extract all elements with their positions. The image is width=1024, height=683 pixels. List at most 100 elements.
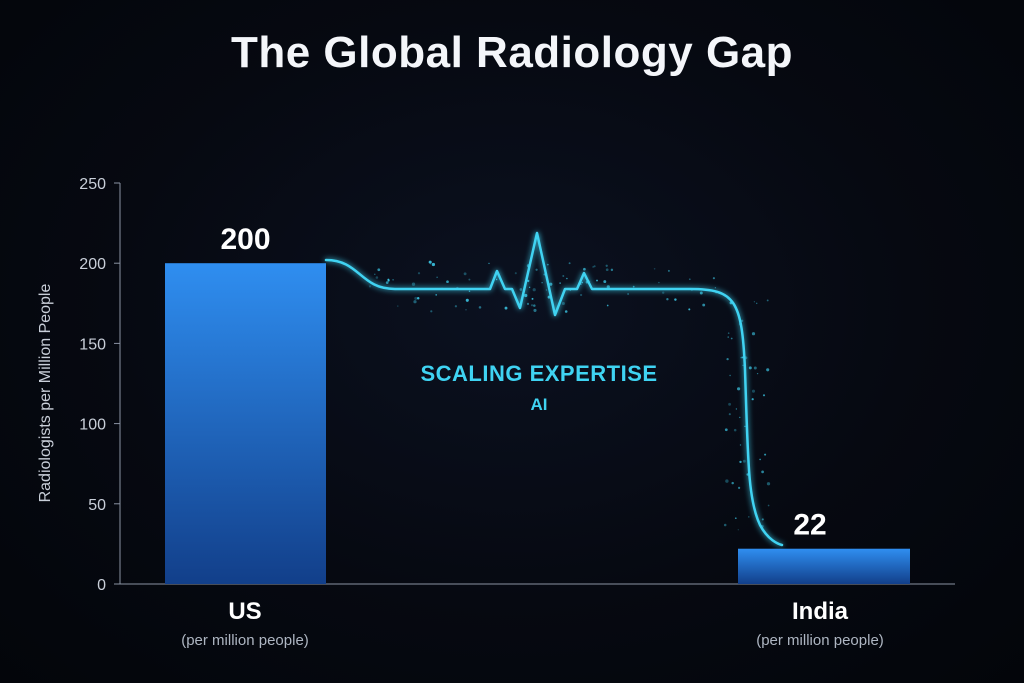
sparkle-dot xyxy=(504,306,508,310)
sparkle-dot xyxy=(605,264,608,267)
sparkle-dot xyxy=(610,268,614,272)
sparkle-dot xyxy=(592,266,594,268)
sparkle-dot xyxy=(526,302,530,305)
sparkle-dot xyxy=(446,280,449,284)
sparkle-dot xyxy=(375,276,379,279)
sparkle-dot xyxy=(581,281,584,284)
sparkle-dot xyxy=(702,303,706,307)
sparkle-dot xyxy=(463,272,467,276)
sparkle-dot xyxy=(667,269,670,272)
sparkle-dot xyxy=(751,332,756,336)
sparkle-dot xyxy=(593,265,596,268)
sparkle-dot xyxy=(751,398,754,401)
sparkle-dot xyxy=(585,280,589,284)
sparkle-dot xyxy=(441,287,443,290)
sparkle-dot xyxy=(740,319,744,322)
sparkle-dot xyxy=(397,305,399,307)
sparkle-dot xyxy=(526,264,531,268)
sparkle-dot xyxy=(767,504,770,507)
sparkle-dot xyxy=(748,366,752,370)
sparkle-dot xyxy=(465,298,469,302)
sparkle-dot xyxy=(666,298,669,301)
sparkle-dot xyxy=(519,288,523,291)
sparkle-dot xyxy=(740,356,743,359)
sparkle-dot xyxy=(468,278,471,281)
sparkle-dot xyxy=(580,283,582,285)
y-axis-label: Radiologists per Million People xyxy=(37,284,54,503)
sparkle-dot xyxy=(745,400,748,403)
value-label-us: 200 xyxy=(220,223,270,256)
sparkle-dot xyxy=(478,306,482,309)
sparkle-dot xyxy=(691,289,693,292)
sparkle-dot xyxy=(583,267,586,271)
value-label-india: 22 xyxy=(793,509,826,542)
sparkle-dot xyxy=(568,262,571,265)
sparkle-dot xyxy=(385,281,389,284)
sparkle-dot xyxy=(737,387,741,391)
sparkle-dot xyxy=(430,310,433,313)
sparkle-dot xyxy=(728,402,732,406)
sparkle-dot xyxy=(413,300,417,304)
bar-group xyxy=(165,263,910,584)
sparkle-dot xyxy=(751,389,756,393)
sparkle-dot xyxy=(454,305,458,308)
category-label-india: India xyxy=(792,598,849,625)
sparkle-dot xyxy=(727,336,729,338)
ai-pulse-line xyxy=(324,231,784,547)
sparkle-dot xyxy=(564,310,568,313)
sparkle-dot xyxy=(742,364,744,366)
sparkle-dot xyxy=(762,394,766,397)
sparkle-dot xyxy=(456,286,459,290)
sparkle-dot xyxy=(761,518,764,521)
sparkle-dot xyxy=(596,279,598,282)
sparkle-dot xyxy=(514,272,517,275)
sparkle-dot xyxy=(547,295,551,299)
sparkle-dot xyxy=(579,293,583,297)
sparkle-dot xyxy=(731,481,734,485)
sparkle-dot xyxy=(746,473,749,476)
sparkle-dot xyxy=(428,260,432,264)
sparkle-dot xyxy=(766,482,771,486)
sparkle-dot xyxy=(766,299,769,302)
sparkle-dot xyxy=(528,286,531,288)
sparkle-dot xyxy=(524,293,528,298)
label-group: 200 US (per million people) 22 India (per mil… xyxy=(181,223,884,649)
sparkle-dot xyxy=(737,486,741,490)
sparkle-dot xyxy=(759,458,761,461)
sparkle-dot xyxy=(715,291,718,294)
sparkle-dot xyxy=(436,276,438,278)
sparkle-dot xyxy=(729,301,733,305)
sparkle-dot xyxy=(755,302,758,305)
bar-us xyxy=(165,263,326,584)
sparkle-dot xyxy=(559,282,561,284)
sparkle-dot xyxy=(562,275,565,277)
sparkle-dot xyxy=(603,280,607,284)
sparkle-dot xyxy=(688,308,691,311)
sparkle-dot xyxy=(730,337,733,340)
sparkle-dot xyxy=(712,277,715,280)
bar-india xyxy=(738,548,910,584)
sparkle-dot xyxy=(760,524,764,528)
sparkle-dot xyxy=(699,291,703,295)
sparkle-dot xyxy=(744,425,746,428)
sparkle-dot xyxy=(766,368,770,372)
sparkle-dot xyxy=(725,479,729,483)
sparkle-dot xyxy=(543,273,546,276)
sparkle-dot xyxy=(753,366,757,370)
sparkle-dot xyxy=(739,416,741,419)
sparkle-dot xyxy=(465,309,467,311)
sparkle-dot xyxy=(606,285,610,289)
sparkle-dot xyxy=(728,413,731,416)
sparkle-dot xyxy=(733,428,737,432)
sparkle-dot xyxy=(532,288,536,292)
sparkle-dot xyxy=(561,301,565,306)
sparkle-dot xyxy=(416,296,420,300)
annotation-sub: AI xyxy=(531,395,548,414)
sparkle-dot xyxy=(527,279,530,283)
sparkle-dot xyxy=(468,290,471,293)
category-sublabel-india: (per million people) xyxy=(756,632,884,649)
sparkle-dot xyxy=(411,282,416,286)
sparkle-dot xyxy=(742,459,746,463)
sparkle-dot xyxy=(653,268,656,270)
sparkle-dot xyxy=(744,356,748,360)
